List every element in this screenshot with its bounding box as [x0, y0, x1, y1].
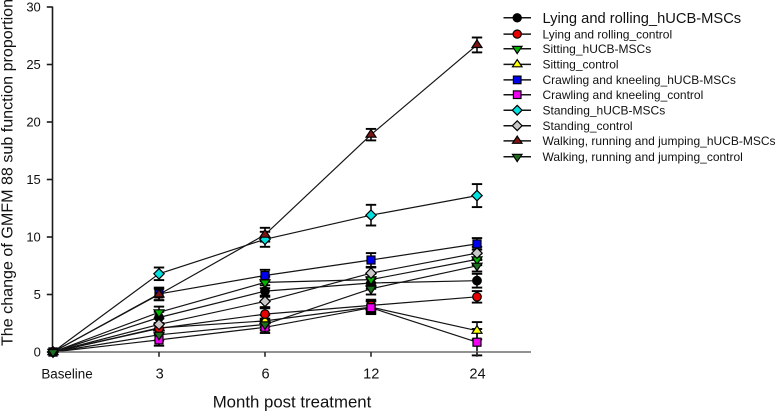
svg-text:0: 0: [34, 345, 41, 360]
svg-text:Crawling and kneeling_hUCB-MSC: Crawling and kneeling_hUCB-MSCs: [543, 73, 736, 87]
svg-text:Lying and rolling_control: Lying and rolling_control: [543, 27, 673, 41]
svg-text:Lying and rolling_hUCB-MSCs: Lying and rolling_hUCB-MSCs: [543, 11, 742, 27]
svg-text:Walking, running and jumping_c: Walking, running and jumping_control: [543, 150, 743, 164]
svg-text:10: 10: [26, 230, 40, 245]
svg-text:Sitting_hUCB-MSCs: Sitting_hUCB-MSCs: [543, 42, 652, 56]
svg-text:15: 15: [26, 172, 40, 187]
svg-text:24: 24: [469, 366, 485, 382]
svg-text:25: 25: [26, 57, 40, 72]
svg-text:Month post treatment: Month post treatment: [213, 393, 372, 412]
svg-text:Sitting_control: Sitting_control: [543, 58, 619, 72]
svg-text:Crawling and kneeling_control: Crawling and kneeling_control: [543, 88, 704, 102]
svg-text:Walking, running and jumping_h: Walking, running and jumping_hUCB-MSCs: [543, 134, 776, 148]
svg-text:The change of GMFM 88 sub func: The change of GMFM 88 sub function propo…: [0, 0, 17, 346]
svg-text:12: 12: [363, 366, 379, 382]
svg-text:5: 5: [34, 287, 41, 302]
svg-text:20: 20: [26, 115, 40, 130]
svg-text:Standing_control: Standing_control: [543, 119, 633, 133]
svg-text:6: 6: [262, 366, 270, 382]
svg-text:Standing_hUCB-MSCs: Standing_hUCB-MSCs: [543, 104, 666, 118]
svg-text:30: 30: [26, 0, 40, 15]
svg-text:3: 3: [156, 366, 164, 382]
svg-text:Baseline: Baseline: [41, 366, 92, 381]
